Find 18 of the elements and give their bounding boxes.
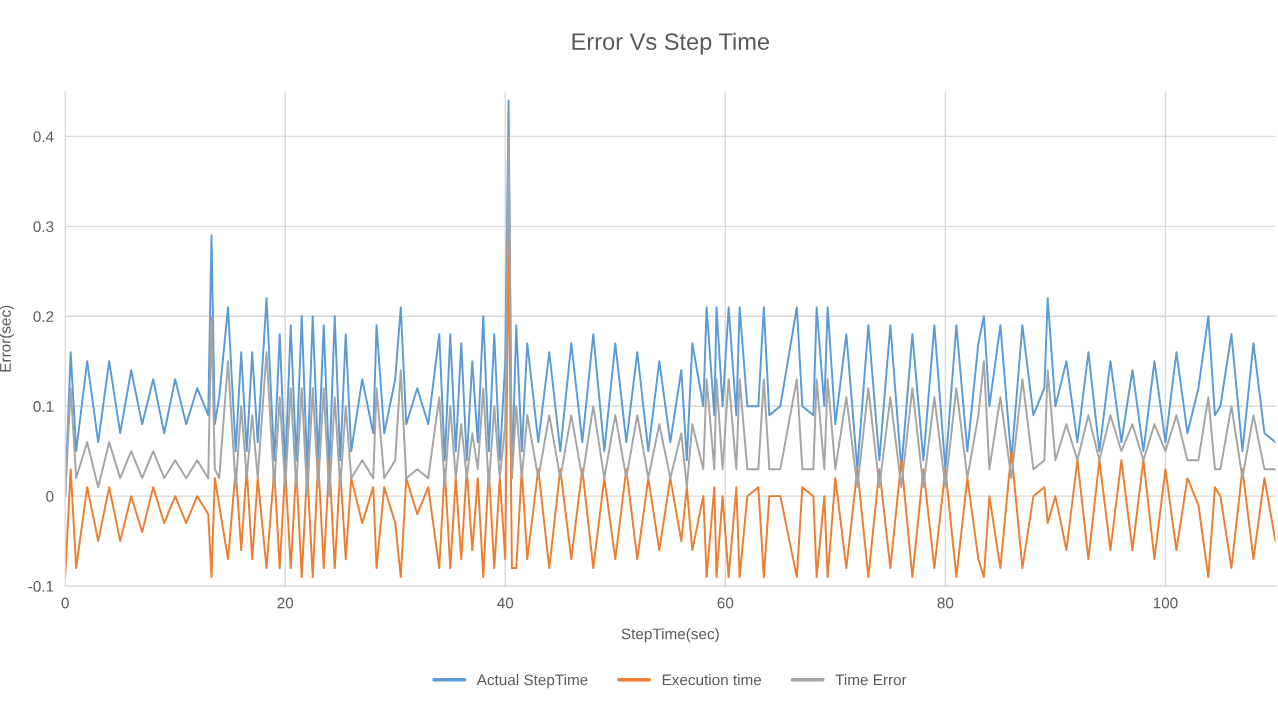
x-tick-label: 60: [717, 597, 734, 609]
y-tick-label: 0.4: [33, 131, 54, 143]
x-tick-label: 0: [61, 597, 69, 609]
legend-label: Actual StepTime: [476, 674, 588, 689]
x-tick-label: 40: [497, 597, 514, 609]
x-tick-label: 100: [1153, 597, 1178, 609]
y-axis-title: Error(sec): [0, 305, 14, 372]
y-tick-label: 0.3: [33, 221, 54, 233]
y-tick-label: -0.1: [28, 580, 54, 592]
legend-label: Time Error: [835, 674, 907, 686]
x-tick-label: 80: [937, 597, 954, 609]
chart-title: Error Vs Step Time: [572, 32, 769, 55]
x-tick-label: 20: [277, 597, 294, 609]
legend-label: Execution time: [662, 674, 762, 686]
x-axis-title: StepTime(sec): [621, 628, 719, 643]
y-tick-label: 0.2: [33, 311, 54, 322]
y-tick-label: 0.1: [33, 401, 54, 412]
y-tick-label: 0: [46, 491, 54, 502]
